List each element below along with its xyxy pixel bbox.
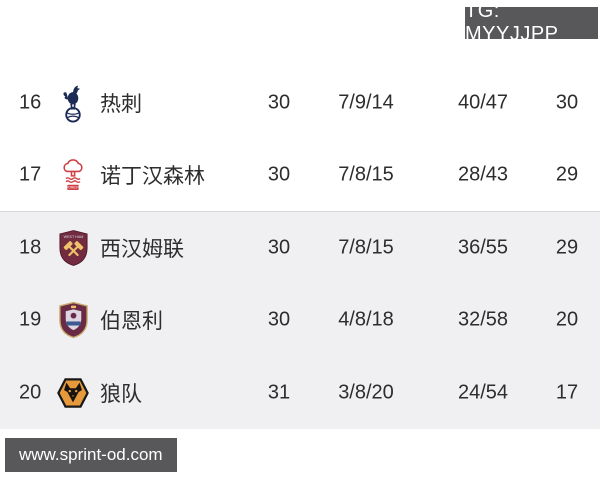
team-name: 西汉姆联 bbox=[100, 238, 184, 262]
win-draw-loss-value: 3/8/20 bbox=[338, 381, 394, 404]
points-value: 29 bbox=[555, 236, 579, 259]
rank-value: 18 bbox=[19, 236, 42, 259]
win-draw-loss-value: 7/8/15 bbox=[338, 163, 394, 186]
rank-value: 17 bbox=[19, 163, 42, 186]
table-row[interactable]: 18 WEST HAM 西汉姆联 30 7/8/15 bbox=[0, 212, 600, 284]
table-row[interactable]: 16 热刺 30 7/9/14 40/47 30 bbox=[0, 67, 600, 139]
table-row[interactable]: 19 伯恩利 30 4/8/18 32/58 20 bbox=[0, 284, 600, 356]
rank-value: 20 bbox=[19, 381, 42, 404]
played-value: 30 bbox=[267, 236, 291, 259]
goals-for-against-value: 36/55 bbox=[457, 236, 509, 259]
svg-text:WEST HAM: WEST HAM bbox=[63, 235, 83, 239]
played-value: 31 bbox=[267, 381, 291, 404]
rank-value: 16 bbox=[19, 91, 42, 114]
goals-for-against-value: 32/58 bbox=[457, 308, 509, 331]
points-value: 30 bbox=[555, 91, 579, 114]
wolves-crest-icon bbox=[54, 377, 92, 409]
win-draw-loss-value: 7/8/15 bbox=[338, 236, 394, 259]
standings-section-relegation: 18 WEST HAM 西汉姆联 30 7/8/15 bbox=[0, 211, 600, 429]
telegram-watermark-badge: TG: MYYJJPP bbox=[465, 0, 598, 45]
points-value: 17 bbox=[555, 381, 579, 404]
goals-for-against-value: 24/54 bbox=[457, 381, 509, 404]
site-watermark-badge: www.sprint-od.com bbox=[5, 438, 177, 472]
goals-for-against-value: 28/43 bbox=[457, 163, 509, 186]
win-draw-loss-value: 4/8/18 bbox=[338, 308, 394, 331]
standings-section-safe: 16 热刺 30 7/9/14 40/47 30 17 bbox=[0, 67, 600, 211]
team-name: 诺丁汉森林 bbox=[100, 165, 205, 188]
win-draw-loss-value: 7/9/14 bbox=[338, 91, 394, 114]
points-value: 29 bbox=[555, 163, 579, 186]
burnley-crest-icon bbox=[54, 302, 92, 339]
points-value: 20 bbox=[555, 308, 579, 331]
table-row[interactable]: 20 狼队 31 3/8/20 24/54 17 bbox=[0, 357, 600, 429]
svg-text:FOREST: FOREST bbox=[67, 186, 80, 190]
telegram-watermark-text: TG: MYYJJPP bbox=[465, 0, 559, 45]
west-ham-crest-icon: WEST HAM bbox=[54, 230, 92, 267]
played-value: 30 bbox=[267, 163, 291, 186]
nottingham-forest-crest-icon: FOREST bbox=[54, 155, 92, 195]
played-value: 30 bbox=[267, 308, 291, 331]
tottenham-crest-icon bbox=[54, 83, 92, 123]
site-watermark-text: www.sprint-od.com bbox=[19, 445, 163, 464]
team-name: 狼队 bbox=[100, 382, 142, 406]
table-row[interactable]: 17 FOREST 诺丁汉森林 30 7/8/15 28/43 29 bbox=[0, 139, 600, 211]
team-name: 热刺 bbox=[100, 93, 142, 116]
goals-for-against-value: 40/47 bbox=[457, 91, 509, 114]
rank-value: 19 bbox=[19, 308, 42, 331]
team-name: 伯恩利 bbox=[100, 310, 163, 334]
played-value: 30 bbox=[267, 91, 291, 114]
